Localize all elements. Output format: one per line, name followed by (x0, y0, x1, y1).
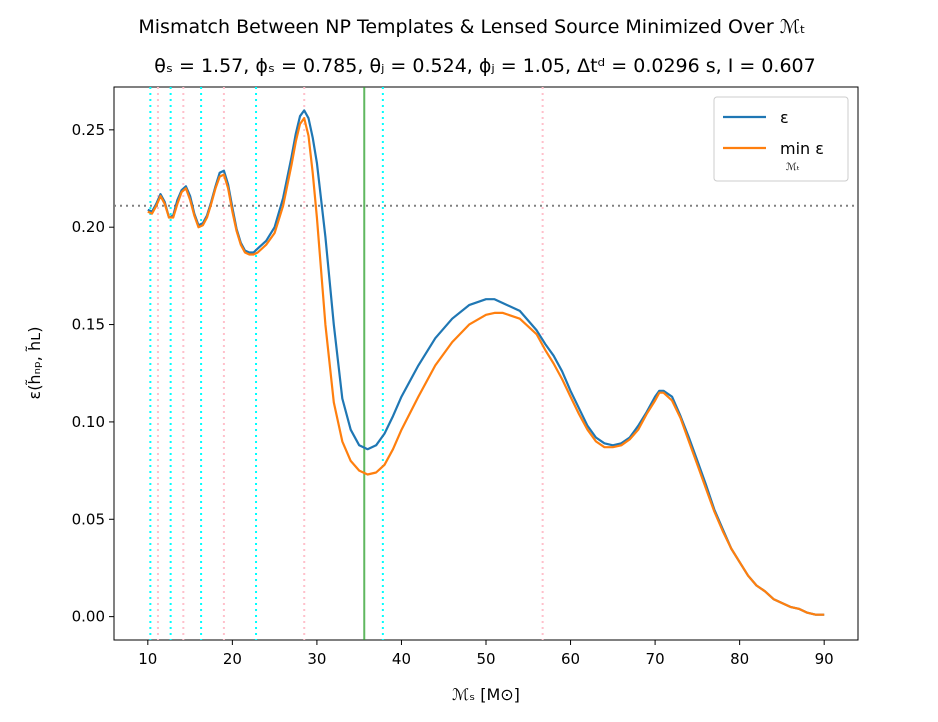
y-axis-label: ε(h̃ₙₚ, h̃ʟ) (25, 327, 44, 400)
x-tick-label-3: 40 (392, 650, 411, 668)
x-tick-label-7: 80 (730, 650, 749, 668)
y-tick-label-4: 0.20 (72, 218, 105, 236)
y-tick-label-2: 0.10 (72, 413, 105, 431)
x-tick-label-0: 10 (138, 650, 157, 668)
x-tick-label-1: 20 (223, 650, 242, 668)
plot-area: 10 20 30 40 50 60 70 80 90 0.000.050.100.150.200… (72, 86, 859, 668)
x-tick-label-5: 60 (561, 650, 580, 668)
chart-subtitle: θₛ = 1.57, ϕₛ = 0.785, θⱼ = 0.524, ϕⱼ = … (154, 55, 815, 77)
legend-label-epsilon: ε (780, 108, 789, 127)
x-tick-label-2: 30 (307, 650, 326, 668)
series-lines (147, 109, 825, 616)
x-tick-label-6: 70 (646, 650, 665, 668)
legend: ε min ε ℳₜ (713, 96, 849, 182)
y-axis-ticks: 0.00 0.05 0.10 0.15 0.20 0.25 (72, 121, 114, 626)
y-tick-label-0: 0.00 (72, 608, 105, 626)
y-tick-label-5: 0.25 (72, 121, 105, 139)
reference-lines (114, 87, 858, 640)
y-tick-label-1: 0.05 (72, 510, 105, 528)
x-axis-label: ℳₛ [M⊙] (452, 685, 520, 704)
y-tick-label-3: 0.15 (72, 316, 105, 334)
x-axis-ticks: 10 20 30 40 50 60 70 80 90 (138, 640, 834, 668)
x-tick-label-8: 90 (815, 650, 834, 668)
series-line-1 (147, 117, 825, 616)
legend-label-min-epsilon: min ε (780, 139, 824, 158)
legend-label-min-subscript: ℳₜ (786, 162, 800, 173)
x-tick-label-4: 50 (476, 650, 495, 668)
chart-title: Mismatch Between NP Templates & Lensed S… (138, 16, 805, 38)
